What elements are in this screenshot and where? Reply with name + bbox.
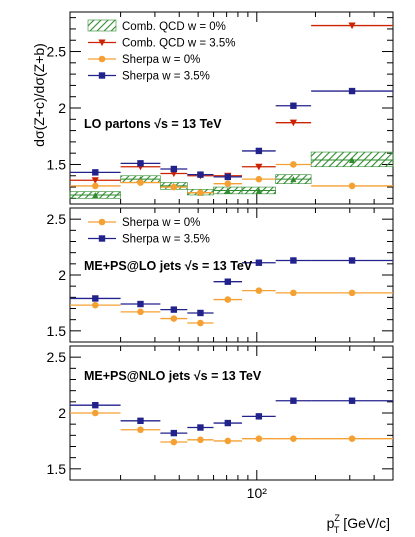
data-point (224, 180, 232, 187)
data-point (91, 301, 99, 309)
data-point (137, 308, 144, 316)
legend-marker (98, 55, 106, 63)
data-point (197, 189, 204, 197)
data-point (170, 315, 178, 322)
data-point (290, 397, 297, 404)
legend-label: Comb. QCD w = 0% (122, 21, 226, 33)
data-point (197, 309, 204, 317)
data-point (224, 419, 232, 427)
y-tick-label: 2.5 (47, 349, 67, 365)
legend-label: Sherpa w = 3.5% (122, 234, 210, 246)
data-point (170, 306, 178, 313)
data-point (91, 409, 99, 417)
data-point (137, 300, 144, 308)
y-tick-label: 1.5 (47, 323, 67, 339)
data-point (224, 187, 231, 194)
y-axis-label: dσ(Z+c)/dσ(Z+b) (31, 43, 47, 147)
data-point (137, 417, 144, 425)
panel-label: LO partons √s = 13 TeV (84, 117, 222, 131)
panel-frame (69, 207, 394, 343)
legend-label: Sherpa w = 0% (122, 217, 200, 229)
data-point (92, 191, 99, 198)
legend-label: Sherpa w = 3.5% (122, 71, 210, 83)
data-point (348, 257, 356, 264)
legend-marker (98, 72, 106, 79)
legend-swatch (87, 19, 117, 32)
x-axis-label: pZ T [GeV/c] (327, 513, 390, 535)
data-point (290, 435, 297, 442)
data-point (197, 319, 204, 327)
y-tick-label: 2 (58, 405, 66, 421)
data-point (290, 289, 297, 297)
data-point (289, 119, 297, 127)
data-point (197, 436, 204, 444)
data-point (92, 401, 99, 409)
data-point (255, 147, 263, 155)
legend-marker (98, 39, 106, 47)
data-point (348, 289, 356, 297)
data-point (255, 287, 263, 294)
data-point (349, 156, 356, 163)
legend-label: Comb. QCD w = 3.5% (122, 38, 235, 50)
data-point (137, 160, 144, 167)
legend-label: Sherpa w = 0% (122, 54, 200, 66)
data-point (255, 413, 263, 420)
data-point (92, 169, 99, 176)
data-point (197, 424, 204, 431)
data-point (224, 173, 232, 181)
data-point (137, 179, 144, 186)
data-point (255, 175, 263, 183)
y-tick-label: 2 (58, 267, 66, 283)
y-tick-label: 2 (58, 100, 66, 116)
legend-marker (98, 218, 106, 226)
data-point (348, 182, 356, 190)
y-tick-label: 1.5 (47, 156, 67, 172)
data-point (170, 429, 178, 437)
data-point (224, 437, 232, 445)
data-point (255, 435, 263, 442)
data-point (224, 296, 232, 303)
data-point (348, 22, 356, 30)
data-point (91, 177, 99, 184)
x-tick-label: 10² (247, 485, 268, 501)
data-point (255, 163, 263, 171)
data-point (290, 161, 297, 168)
panel-label: ME+PS@NLO jets √s = 13 TeV (84, 369, 262, 383)
data-point (224, 278, 232, 285)
data-point (137, 426, 144, 434)
data-point (348, 397, 356, 404)
data-point (255, 187, 262, 194)
data-point (170, 438, 178, 446)
data-point (290, 257, 297, 264)
data-point (290, 176, 297, 183)
data-point (170, 183, 178, 191)
legend-marker (98, 235, 106, 242)
data-point (92, 295, 99, 302)
data-point (197, 171, 204, 178)
y-tick-label: 2.5 (47, 44, 67, 60)
data-point (170, 165, 178, 173)
y-tick-label: 2.5 (47, 211, 67, 227)
data-point (348, 435, 356, 442)
panel-label: ME+PS@LO jets √s = 13 TeV (84, 259, 253, 273)
data-point (91, 182, 99, 190)
data-point (348, 87, 356, 95)
data-point (255, 259, 263, 266)
data-point (290, 102, 297, 109)
y-tick-label: 1.5 (47, 461, 67, 477)
